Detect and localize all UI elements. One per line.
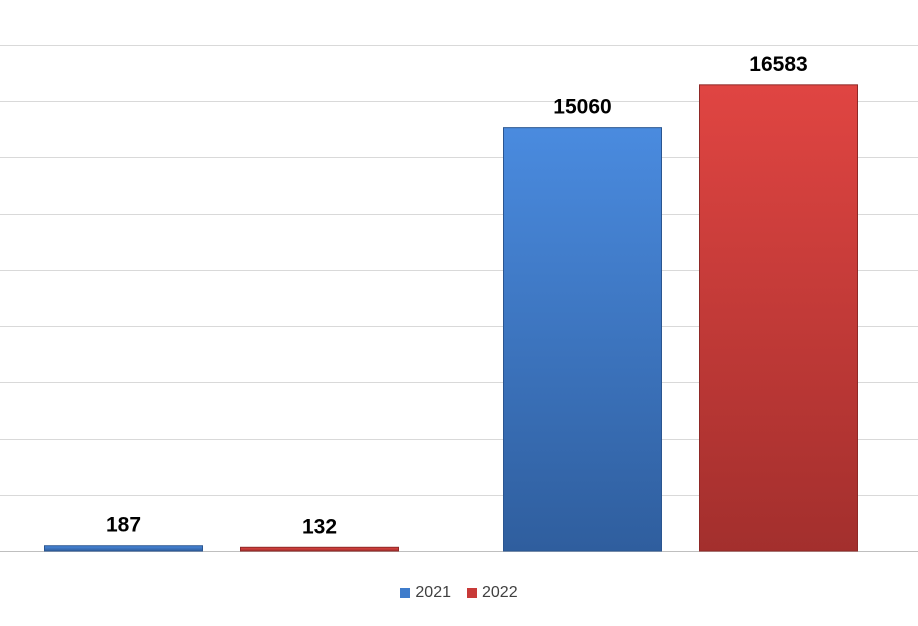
legend-swatch-2022 [467,588,477,598]
data-label-2021-1: 15060 [553,96,611,119]
legend: 2021 2022 [0,584,918,602]
bar-2022-1 [699,84,858,552]
legend-item-2021: 2021 [400,584,451,602]
data-labels: 187 132 15060 16583 [106,53,808,538]
legend-swatch-2021 [400,588,411,598]
bar-2022-0 [240,546,399,552]
data-label-2021-0: 187 [106,514,141,537]
legend-item-2022: 2022 [467,584,518,602]
legend-label-2022: 2022 [482,584,518,601]
bar-2021-0 [44,545,203,552]
bar-2021-1 [503,127,662,552]
data-label-2022-0: 132 [302,515,337,538]
bars [44,84,858,552]
legend-label-2021: 2021 [415,584,451,601]
data-label-2022-1: 16583 [749,53,807,76]
gridlines [0,45,918,552]
